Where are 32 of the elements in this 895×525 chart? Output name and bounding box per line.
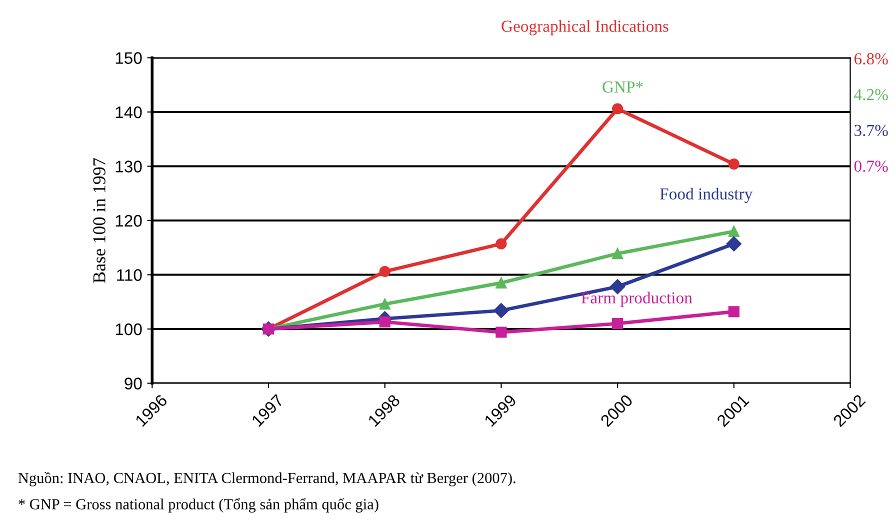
text: Food industry bbox=[660, 188, 753, 203]
point bbox=[612, 248, 624, 260]
point bbox=[496, 277, 507, 288]
point bbox=[379, 266, 390, 278]
text: 0.7% bbox=[854, 160, 888, 172]
text: 6.8% bbox=[854, 53, 888, 64]
y-tick-label: 150 bbox=[116, 52, 142, 64]
text: Nguồn: INAO, CNAOL, ENITA Clermond-Ferrand, MAAPAR từ Berger (2007). bbox=[18, 472, 516, 486]
text: GNP* bbox=[602, 81, 643, 93]
point bbox=[379, 316, 390, 328]
point bbox=[728, 158, 740, 170]
y-tick-label: 130 bbox=[116, 160, 142, 172]
y-tick-label: 120 bbox=[116, 214, 142, 227]
point bbox=[728, 226, 740, 237]
point bbox=[496, 238, 507, 250]
point bbox=[494, 302, 509, 318]
text: Geographical Indications bbox=[502, 20, 668, 36]
series-label: Farm production bbox=[581, 292, 692, 307]
text: 3.7% bbox=[854, 124, 888, 136]
y-tick-label: 140 bbox=[116, 106, 142, 118]
text: * GNP = Gross national product (Tổng sản phẩm quốc gia) bbox=[18, 498, 378, 513]
y-axis-title: Base 100 in 1997 bbox=[93, 158, 106, 283]
point bbox=[726, 236, 742, 252]
point bbox=[728, 306, 740, 318]
text: 4.2% bbox=[854, 88, 888, 100]
point bbox=[496, 326, 507, 338]
y-tick-label: 100 bbox=[116, 323, 142, 336]
point bbox=[612, 103, 624, 114]
point bbox=[379, 298, 390, 310]
y-tick-label: 110 bbox=[117, 269, 142, 281]
point bbox=[612, 318, 624, 330]
y-tick-label: 90 bbox=[124, 378, 142, 390]
